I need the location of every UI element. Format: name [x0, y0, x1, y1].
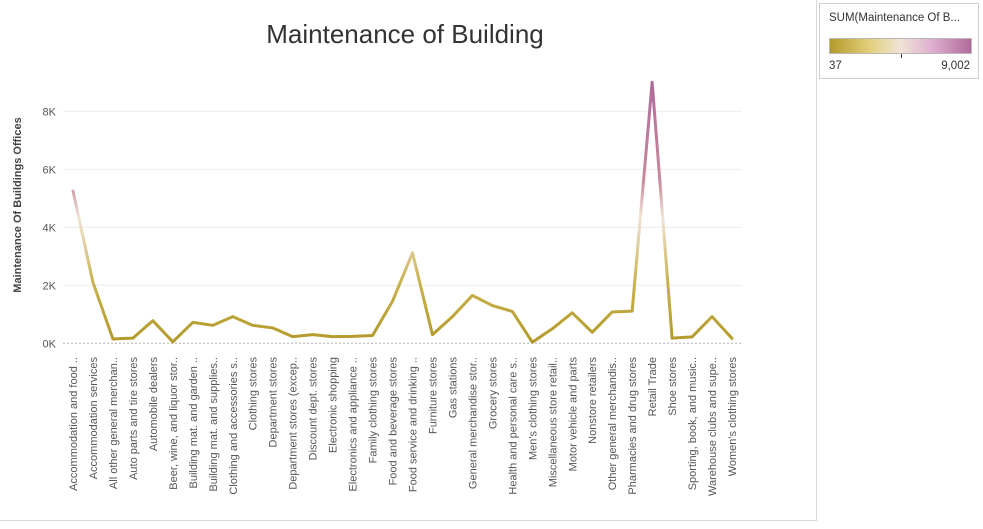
data-point[interactable] [468, 291, 476, 299]
legend-title: SUM(Maintenance Of B... [829, 12, 961, 24]
x-tick-label: Health and personal care s.. [507, 357, 519, 495]
x-tick-label: Other general merchandis.. [607, 357, 619, 490]
data-point[interactable] [369, 331, 377, 339]
x-tick-label: Electronic shopping [328, 357, 340, 453]
data-point[interactable] [169, 338, 177, 346]
x-tick-label: Discount dept. stores [308, 357, 320, 461]
x-tick-label: Food and beverage stores [388, 357, 400, 486]
data-point[interactable] [149, 317, 157, 325]
x-tick-label: Beer, wine, and liquor stor.. [168, 357, 180, 490]
data-point[interactable] [69, 187, 77, 195]
x-tick-label: Clothing stores [248, 357, 260, 431]
x-tick-label: Gas stations [447, 357, 459, 419]
data-point[interactable] [728, 334, 736, 342]
data-point[interactable] [309, 331, 317, 339]
data-point[interactable] [129, 334, 137, 342]
color-legend[interactable]: SUM(Maintenance Of B... 37 9,002 [819, 3, 979, 79]
data-point[interactable] [528, 338, 536, 346]
x-tick-label: Building mat. and garden .. [188, 357, 200, 488]
data-point[interactable] [389, 297, 397, 305]
x-tick-label: Nonstore retailers [587, 357, 599, 444]
series-line[interactable] [71, 80, 734, 344]
data-point[interactable] [688, 333, 696, 341]
y-tick-label: 6K [43, 164, 57, 176]
data-point[interactable] [289, 333, 297, 341]
data-point[interactable] [349, 332, 357, 340]
x-tick-label: Clothing and accessories s.. [228, 357, 240, 495]
chart-title: Maintenance of Building [266, 19, 544, 49]
data-point[interactable] [229, 313, 237, 321]
x-tick-label: Miscellaneous store retail.. [547, 357, 559, 487]
x-tick-label: Women's clothing stores [727, 357, 739, 477]
data-point[interactable] [548, 325, 556, 333]
data-point[interactable] [668, 334, 676, 342]
x-tick-label: Automobile dealers [148, 357, 160, 452]
y-tick-label: 4K [43, 222, 57, 234]
y-axis-label: Maintenance Of Buildings Offices [12, 117, 24, 292]
chart-panel: 0K 2K 4K 6K 8K Accommodation and food .. Acco… [0, 0, 817, 521]
x-tick-label: Family clothing stores [368, 357, 380, 464]
data-point[interactable] [269, 324, 277, 332]
data-point[interactable] [209, 321, 217, 329]
x-tick-label: Retail Trade [647, 357, 659, 416]
x-tick-label: Shoe stores [667, 357, 679, 416]
y-tick-label: 0K [43, 338, 57, 350]
x-tick-label: Men's clothing stores [527, 357, 539, 460]
data-point[interactable] [628, 307, 636, 315]
data-point[interactable] [588, 328, 596, 336]
data-point[interactable] [408, 249, 416, 257]
x-tick-label: Department stores [268, 357, 280, 448]
y-tick-label: 2K [43, 280, 57, 292]
x-tick-label: Motor vehicle and parts [567, 357, 579, 472]
data-point[interactable] [648, 78, 656, 86]
line-chart: 0K 2K 4K 6K 8K Accommodation and food .. Acco… [12, 19, 742, 496]
x-tick-label: Auto parts and tire stores [128, 357, 140, 480]
x-tick-label: Accommodation and food .. [68, 357, 80, 491]
data-point[interactable] [488, 302, 496, 310]
x-tick-label: Grocery stores [487, 357, 499, 430]
x-tick-label: Furniture stores [427, 357, 439, 435]
legend-tick-mark [901, 54, 902, 58]
data-point[interactable] [329, 333, 337, 341]
legend-gradient-bar [829, 38, 972, 54]
x-tick-label: Building mat. and supplies.. [208, 357, 220, 492]
y-tick-label: 8K [43, 106, 57, 118]
x-tick-label: Pharmacies and drug stores [627, 357, 639, 495]
x-tick-label: Department stores (excep.. [288, 357, 300, 490]
data-point[interactable] [448, 313, 456, 321]
data-point[interactable] [249, 321, 257, 329]
legend-max-label: 9,002 [941, 60, 970, 72]
data-point[interactable] [89, 278, 97, 286]
x-tick-label: Food service and drinking .. [407, 357, 419, 492]
data-point[interactable] [109, 335, 117, 343]
x-tick-label: Warehouse clubs and supe.. [707, 357, 719, 496]
data-point[interactable] [708, 313, 716, 321]
x-tick-label: Sporting, book, and music.. [687, 357, 699, 490]
data-point[interactable] [508, 307, 516, 315]
data-point[interactable] [189, 318, 197, 326]
data-point[interactable] [428, 331, 436, 339]
x-tick-label: General merchandise stor.. [467, 357, 479, 489]
legend-min-label: 37 [829, 60, 842, 72]
data-point[interactable] [608, 308, 616, 316]
x-tick-label: All other general merchan.. [108, 357, 120, 489]
x-tick-label: Electronics and appliance .. [348, 357, 360, 492]
x-tick-label: Accommodation services [88, 357, 100, 480]
data-point[interactable] [568, 309, 576, 317]
